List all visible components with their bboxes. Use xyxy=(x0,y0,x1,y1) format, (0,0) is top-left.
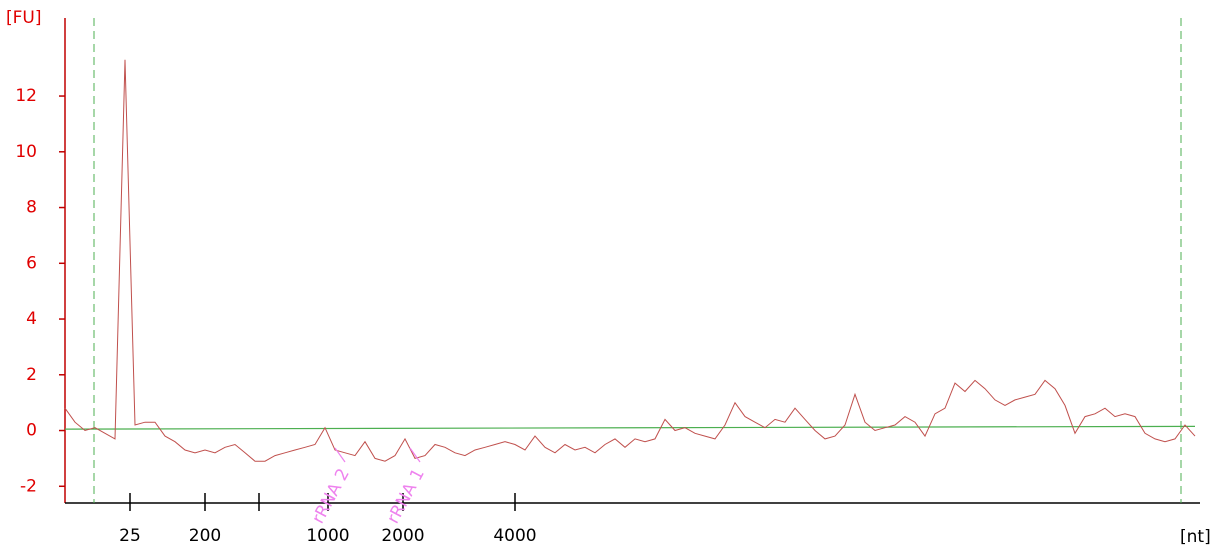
x-tick-label: 4000 xyxy=(493,526,536,546)
x-tick-label: 1000 xyxy=(306,526,349,546)
y-tick-label: 10 xyxy=(15,142,37,162)
annotation-label: rRNA 1 xyxy=(383,465,429,527)
y-axis-label: [FU] xyxy=(6,8,42,28)
x-tick-label: 200 xyxy=(189,526,221,546)
y-tick-label: 12 xyxy=(15,86,37,106)
y-tick-label: 8 xyxy=(26,198,37,218)
x-axis-label: [nt] xyxy=(1180,527,1211,547)
y-tick-label: 2 xyxy=(26,365,37,385)
y-tick-label: 4 xyxy=(26,309,37,329)
y-tick-label: -2 xyxy=(20,476,37,496)
annotation-label: rRNA 2 xyxy=(308,465,354,527)
x-tick-label: 2000 xyxy=(381,526,424,546)
y-tick-label: 6 xyxy=(26,253,37,273)
x-tick-label: 25 xyxy=(119,526,141,546)
y-tick-label: 0 xyxy=(26,421,37,441)
annotation-leader xyxy=(409,447,421,463)
annotation-leader xyxy=(334,447,346,463)
baseline xyxy=(64,425,1196,430)
signal-line xyxy=(64,59,1196,462)
